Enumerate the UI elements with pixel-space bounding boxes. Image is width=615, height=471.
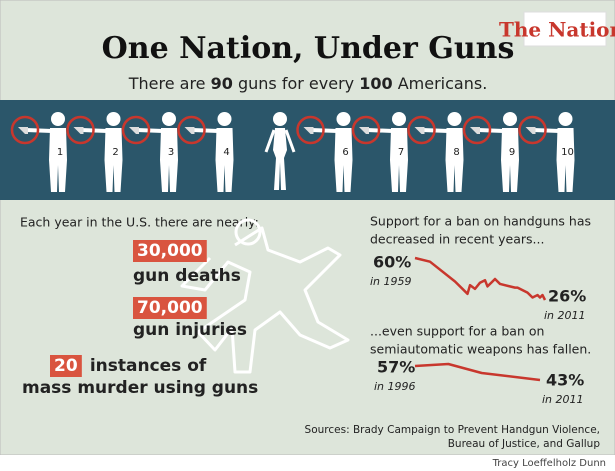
figure-number: 1 bbox=[57, 147, 63, 158]
figure-body bbox=[160, 128, 178, 192]
stats-intro: Each year in the U.S. there are nearly: bbox=[20, 215, 259, 230]
figure-head bbox=[503, 112, 517, 126]
value-label: 26% bbox=[548, 287, 586, 306]
chart-title-line: decreased in recent years... bbox=[370, 232, 544, 247]
gun-circle bbox=[121, 115, 151, 145]
figure-body bbox=[215, 128, 234, 192]
figure-number: 6 bbox=[342, 147, 348, 158]
stat-number: 70,000 bbox=[137, 298, 203, 318]
gun-circle bbox=[177, 115, 206, 145]
gun-circle bbox=[518, 115, 547, 145]
stat-label: gun deaths bbox=[133, 266, 241, 286]
sources: Bureau of Justice, and Gallup bbox=[448, 438, 601, 450]
figure-number: 8 bbox=[453, 147, 459, 158]
stat-number: 30,000 bbox=[137, 241, 203, 261]
subtitle-number: 90 bbox=[211, 74, 233, 93]
gun-circle bbox=[407, 115, 436, 145]
logo: The Nation. bbox=[499, 18, 615, 42]
credit: Tracy Loeffelholz Dunn bbox=[492, 458, 606, 469]
figure-head bbox=[51, 112, 65, 126]
figure-head bbox=[392, 112, 406, 126]
gun bbox=[359, 127, 369, 134]
subtitle-part: Americans. bbox=[398, 74, 488, 93]
figure-number: 10 bbox=[561, 147, 574, 158]
value-note: in 2011 bbox=[544, 309, 586, 322]
gun bbox=[129, 127, 139, 134]
figure-body bbox=[104, 128, 123, 192]
line bbox=[414, 362, 541, 382]
gun-circle bbox=[462, 115, 492, 145]
gun bbox=[470, 127, 480, 134]
figure-number: 9 bbox=[509, 147, 515, 158]
title: One Nation, Under Guns bbox=[102, 31, 515, 66]
figure-head bbox=[336, 112, 351, 126]
gun-circle bbox=[351, 115, 381, 145]
gun bbox=[18, 127, 28, 134]
chart-title-line: semiautomatic weapons has fallen. bbox=[370, 342, 591, 357]
chalk-head bbox=[234, 218, 262, 246]
figure-head bbox=[106, 112, 121, 126]
logo-box bbox=[523, 11, 607, 47]
figure-body bbox=[273, 128, 287, 190]
figure-head bbox=[162, 112, 176, 126]
gun-circle bbox=[296, 115, 325, 145]
value-note: in 2011 bbox=[542, 393, 584, 406]
gun-circle bbox=[10, 115, 40, 145]
figure-body bbox=[49, 128, 67, 192]
figure-head bbox=[558, 112, 573, 126]
stat-label: gun injuries bbox=[133, 320, 247, 340]
gun-circle bbox=[66, 115, 95, 145]
value-label: 57% bbox=[377, 358, 415, 377]
value-note: in 1996 bbox=[374, 380, 416, 393]
chart-title-line: Support for a ban on handguns has bbox=[370, 214, 591, 229]
figure-body bbox=[390, 128, 408, 192]
value-note: in 1959 bbox=[370, 275, 412, 288]
figure-number: 2 bbox=[112, 147, 118, 158]
figure-number: 4 bbox=[223, 147, 229, 158]
background bbox=[0, 0, 615, 456]
gun bbox=[303, 127, 314, 134]
figure-body bbox=[445, 128, 464, 192]
stat-box bbox=[133, 297, 207, 319]
value-label: 43% bbox=[546, 371, 584, 390]
figure-body bbox=[556, 128, 575, 192]
figure-body bbox=[334, 128, 353, 192]
value-label: 60% bbox=[373, 253, 411, 272]
figure-arms bbox=[264, 129, 296, 153]
subtitle: There are 90 guns for every 100 American… bbox=[128, 74, 488, 93]
chalk-outline bbox=[180, 226, 350, 374]
subtitle-part: guns for every bbox=[238, 74, 354, 93]
figure-head bbox=[447, 112, 462, 126]
figure-number: 3 bbox=[168, 147, 174, 158]
gun bbox=[184, 127, 195, 134]
subtitle-number: 100 bbox=[359, 74, 392, 93]
stat-label: instances of bbox=[90, 356, 207, 376]
subtitle-part: There are bbox=[128, 74, 206, 93]
sources: Sources: Brady Campaign to Prevent Handg… bbox=[305, 424, 600, 436]
gun bbox=[73, 127, 84, 134]
stat-box bbox=[133, 240, 207, 262]
figures-band bbox=[0, 100, 615, 200]
chart-title-line: ...even support for a ban on bbox=[370, 324, 544, 339]
stat-label: mass murder using guns bbox=[22, 378, 258, 398]
gun bbox=[525, 127, 536, 134]
figure-body bbox=[501, 128, 519, 192]
figure-head bbox=[273, 112, 287, 126]
gun bbox=[414, 127, 425, 134]
figure-head bbox=[217, 112, 232, 126]
stat-box bbox=[50, 355, 82, 377]
figure-number: 7 bbox=[398, 147, 404, 158]
figure-number: 5 bbox=[277, 153, 283, 164]
line bbox=[414, 256, 547, 301]
footer bbox=[0, 455, 615, 471]
stat-number: 20 bbox=[54, 356, 78, 376]
